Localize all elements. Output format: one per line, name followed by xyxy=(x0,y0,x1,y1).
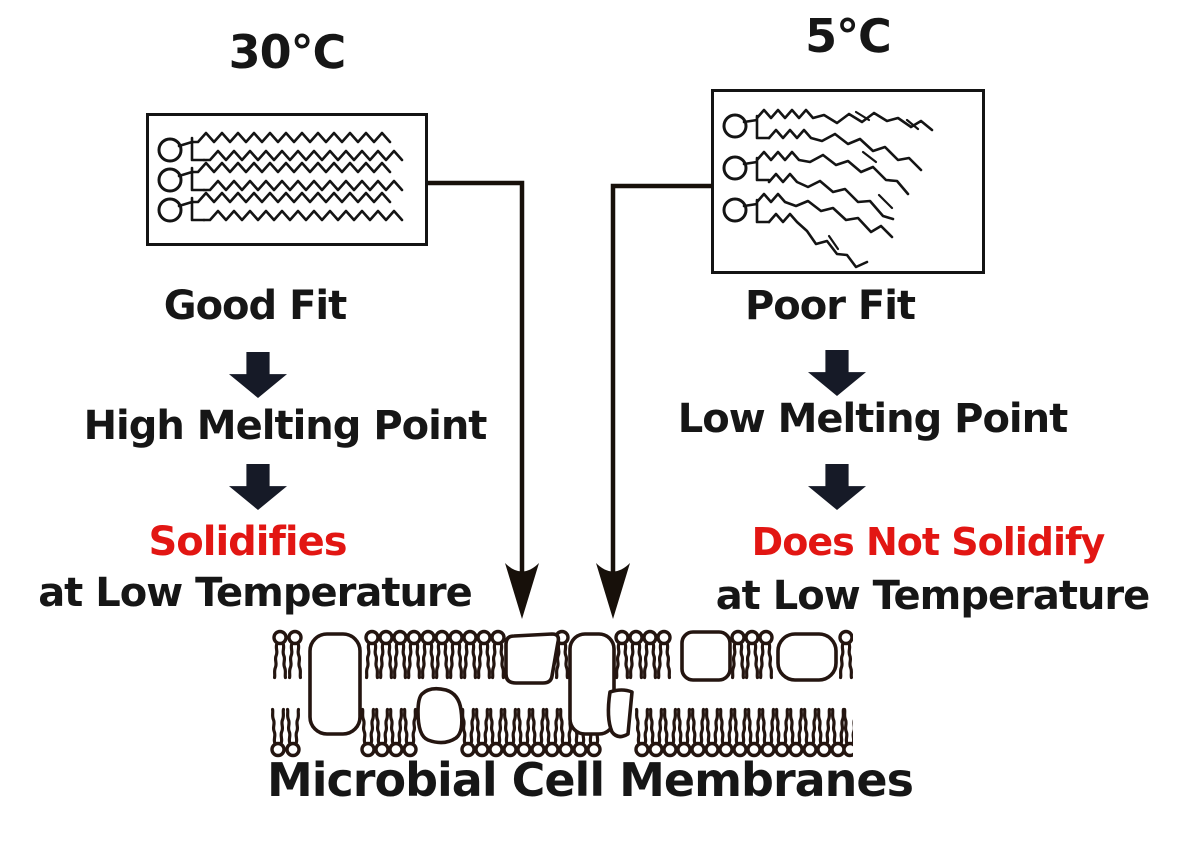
right-fit-label: Poor Fit xyxy=(744,283,916,329)
right-down-arrowhead-icon xyxy=(596,563,630,619)
down-block-arrow-icon xyxy=(808,350,866,396)
right-outcome-condition-label: at Low Temperature xyxy=(715,573,1151,619)
down-block-arrow-icon xyxy=(229,464,287,510)
left-melting-point-label: High Melting Point xyxy=(83,403,488,449)
unsaturated-lipids-box xyxy=(711,89,985,274)
left-outcome-condition-label: at Low Temperature xyxy=(38,570,473,616)
right-melting-point-label: Low Melting Point xyxy=(677,396,1068,442)
left-temperature-label: 30℃ xyxy=(228,25,347,79)
down-block-arrow-icon xyxy=(229,352,287,398)
right-outcome-label: Does Not Solidify xyxy=(751,520,1106,564)
left-outcome-label: Solidifies xyxy=(148,519,347,565)
lipid-bilayer-illustration xyxy=(270,629,853,758)
saturated-lipids-illustration xyxy=(157,131,404,223)
unsaturated-lipids-illustration xyxy=(722,108,934,269)
left-connector-line xyxy=(428,180,525,598)
down-block-arrow-icon xyxy=(808,464,866,510)
left-down-arrowhead-icon xyxy=(505,563,539,619)
membrane-proteins xyxy=(308,630,838,745)
saturated-lipids-box xyxy=(146,113,428,246)
membrane-caption: Microbial Cell Membranes xyxy=(266,753,914,807)
right-connector-line xyxy=(610,183,712,598)
left-fit-label: Good Fit xyxy=(163,283,348,329)
right-temperature-label: 5℃ xyxy=(805,9,892,63)
